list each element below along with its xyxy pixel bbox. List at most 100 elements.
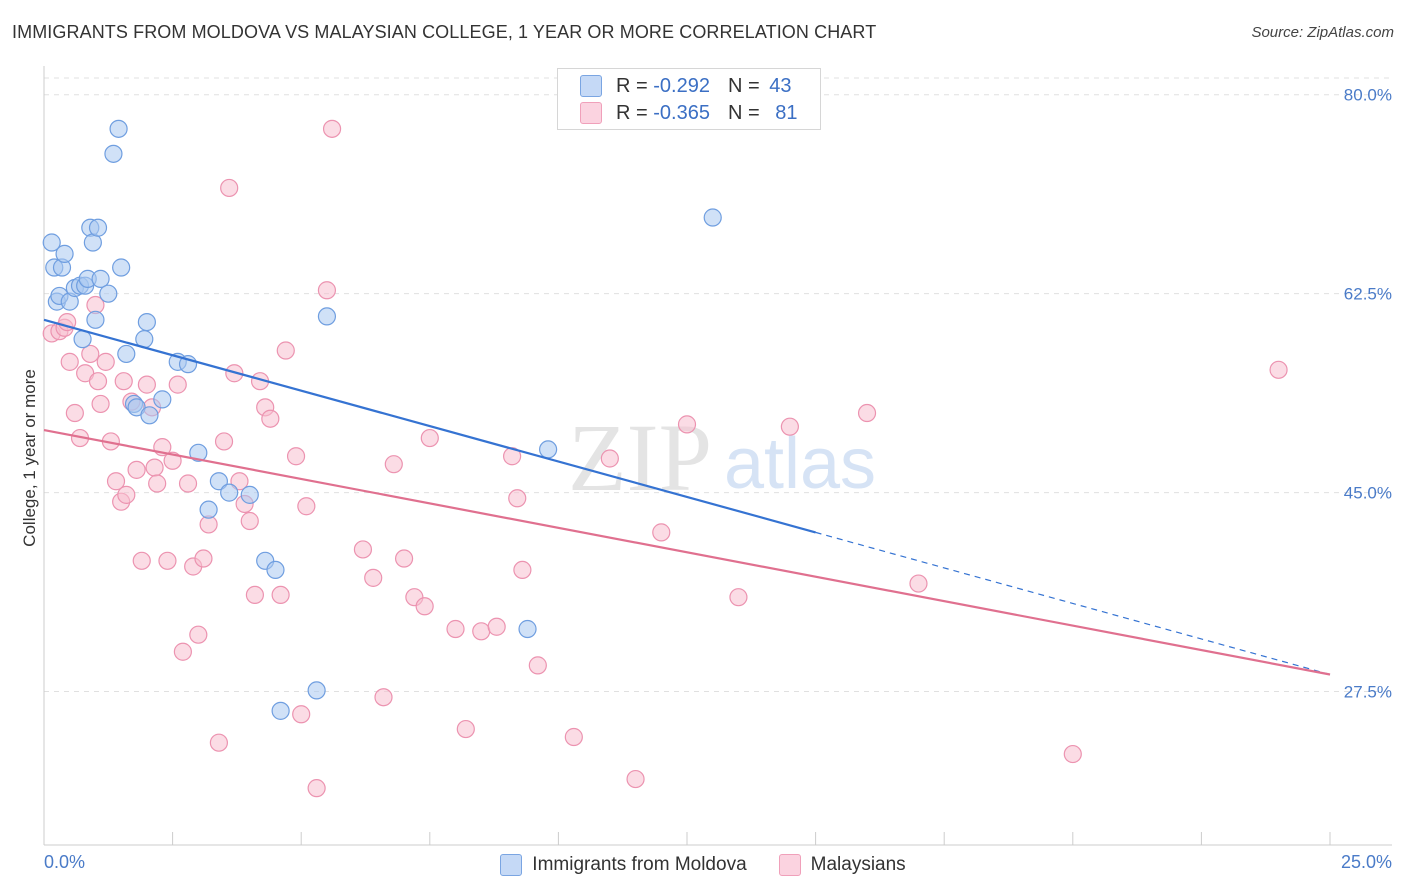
malaysians-point-70 (564, 727, 583, 747)
legend-swatch-moldova (580, 75, 602, 97)
malaysians-point-46 (271, 585, 290, 605)
legend-row-malaysians: R = -0.365 N = 81 (580, 100, 797, 126)
malaysians-point-39 (230, 472, 249, 491)
moldova-point-42 (703, 208, 722, 227)
moldova-point-14 (86, 310, 105, 329)
malaysians-point-16 (114, 372, 133, 391)
moldova-point-33 (220, 483, 239, 502)
malaysians-point-55 (364, 568, 383, 587)
malaysians-point-41 (240, 511, 259, 531)
malaysians-point-57 (384, 455, 403, 474)
malaysians-point-50 (297, 497, 316, 516)
malaysians-point-58 (394, 549, 414, 568)
malaysians-point-62 (446, 619, 465, 639)
legend-item-malaysians: Malaysians (778, 854, 906, 876)
y-tick-label-3: 27.5% (1344, 683, 1392, 702)
malaysians-point-79 (1063, 744, 1082, 764)
malaysians-point-28 (168, 375, 187, 394)
y-tick-labels: 80.0% 62.5% 45.0% 27.5% (1344, 86, 1392, 702)
legend-row-moldova: R = -0.292 N = 43 (580, 73, 791, 99)
malaysians-point-23 (145, 458, 164, 477)
moldova-point-36 (266, 560, 285, 580)
moldova-point-16 (91, 269, 110, 288)
malaysians-point-53 (322, 119, 342, 138)
malaysians-point-4 (60, 352, 79, 371)
malaysians-point-12 (96, 352, 115, 371)
malaysians-point-56 (374, 688, 393, 707)
malaysians-point-26 (158, 551, 177, 570)
malaysians-point-67 (508, 489, 527, 508)
moldova-point-27 (153, 390, 172, 409)
legend-n-value-moldova: 43 (769, 74, 792, 97)
moldova-point-19 (109, 119, 128, 138)
legend-r-label: R = (616, 101, 654, 124)
legend-r-value-moldova: -0.292 (653, 74, 710, 97)
moldova-point-38 (307, 681, 326, 700)
legend-r-label: R = (616, 74, 654, 97)
malaysians-trendline (43, 429, 1331, 676)
malaysians-point-75 (729, 588, 748, 607)
malaysians-point-5 (65, 403, 84, 423)
malaysians-point-54 (353, 540, 373, 559)
chart-source: Source: ZipAtlas.com (1251, 24, 1394, 41)
malaysians-point-27 (163, 451, 182, 470)
malaysians-point-24 (148, 474, 167, 493)
legend-item-moldova: Immigrants from Moldova (500, 854, 747, 876)
trendlines (43, 318, 1331, 676)
malaysians-point-76 (780, 417, 799, 436)
malaysians-point-30 (178, 474, 198, 493)
malaysians-point-69 (528, 656, 547, 675)
watermark-atlas: atlas (724, 424, 876, 504)
malaysians-point-19 (127, 460, 146, 479)
malaysians-point-60 (415, 597, 434, 616)
malaysians-point-51 (307, 779, 326, 798)
malaysians-point-10 (88, 372, 108, 391)
moldova-trendline-extension (815, 531, 1331, 676)
moldova-point-21 (117, 344, 136, 364)
malaysians-point-72 (626, 769, 645, 789)
malaysians-point-61 (420, 428, 439, 448)
moldova-point-18 (104, 144, 123, 163)
malaysians-point-77 (857, 403, 877, 423)
malaysians-point-68 (513, 560, 532, 580)
correlation-legend: R = -0.292 N = 43 R = -0.365 N = 81 (557, 68, 821, 130)
moldova-point-41 (539, 440, 558, 459)
moldova-points (42, 119, 722, 720)
malaysians-point-52 (317, 281, 337, 300)
malaysians-point-11 (91, 394, 110, 414)
y-tick-label-0: 80.0% (1344, 86, 1392, 105)
legend-n-label: N = (727, 74, 766, 97)
legend-label-malaysians: Malaysians (810, 854, 906, 875)
malaysians-point-78 (909, 574, 928, 593)
moldova-point-40 (518, 619, 537, 639)
legend-n-value-malaysians: 81 (775, 101, 798, 124)
x-tick-label-max: 25.0% (1340, 852, 1392, 872)
moldova-point-30 (189, 443, 208, 462)
moldova-point-26 (140, 406, 159, 425)
malaysians-point-8 (81, 344, 100, 364)
malaysians-point-49 (292, 705, 311, 724)
malaysians-point-65 (487, 617, 506, 636)
moldova-point-25 (137, 312, 156, 332)
malaysians-point-63 (456, 719, 475, 739)
legend-n-label: N = (727, 101, 766, 124)
malaysians-point-17 (117, 485, 136, 504)
malaysians-point-32 (189, 625, 208, 644)
moldova-point-32 (209, 472, 228, 491)
malaysians-point-21 (137, 375, 156, 394)
chart-title: IMMIGRANTS FROM MOLDOVA VS MALAYSIAN COL… (12, 22, 877, 42)
malaysians-point-45 (261, 409, 280, 428)
malaysians-point-29 (173, 642, 192, 661)
malaysians-point-71 (600, 449, 619, 468)
legend-swatch-moldova (500, 854, 523, 876)
moldova-point-39 (317, 307, 337, 326)
malaysians-point-64 (472, 622, 491, 641)
moldova-point-37 (271, 701, 290, 720)
malaysians-point-20 (132, 551, 151, 570)
malaysians-point-74 (677, 415, 697, 434)
malaysians-point-47 (276, 341, 295, 360)
malaysians-point-35 (209, 733, 228, 752)
gridlines (44, 77, 1392, 693)
y-tick-label-1: 62.5% (1344, 285, 1392, 304)
